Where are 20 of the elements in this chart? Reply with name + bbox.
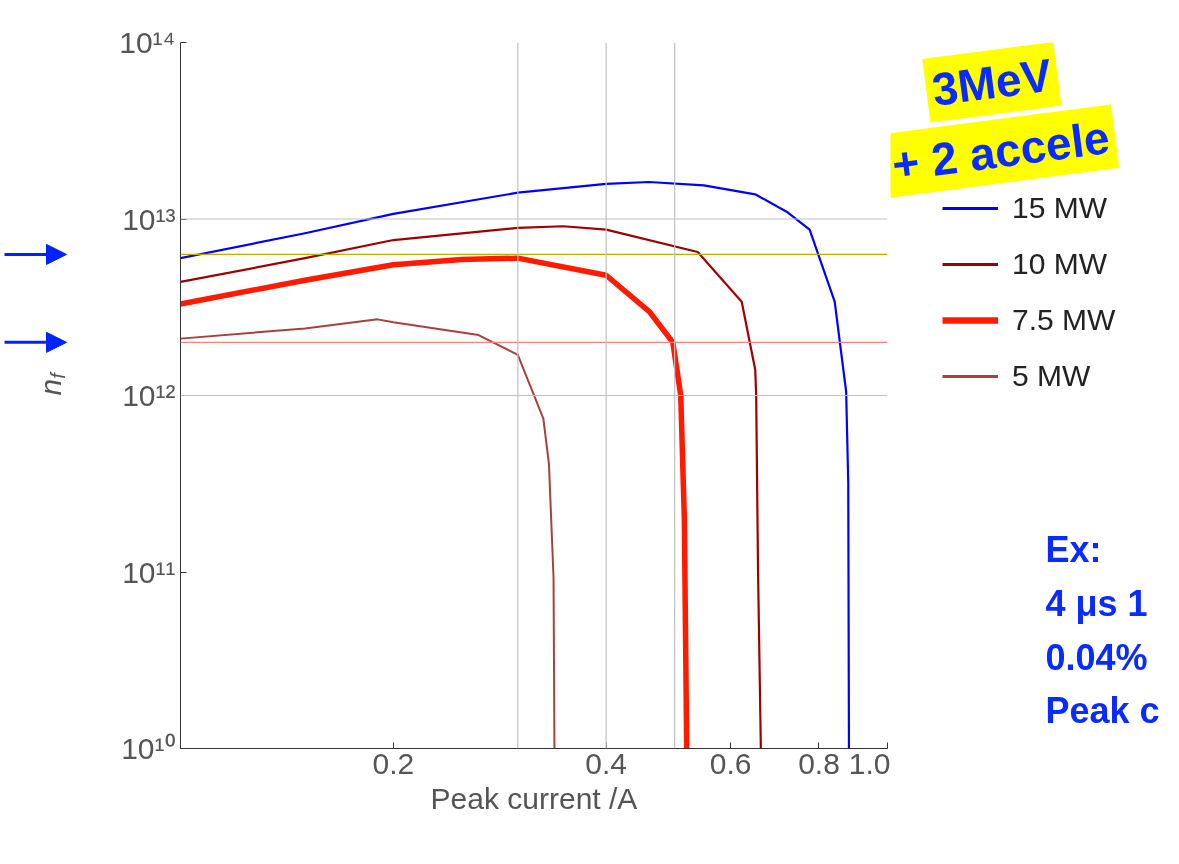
legend-label: 5 MW xyxy=(1012,359,1091,393)
x-tick-label: 0.4 xyxy=(585,746,628,780)
y-axis-title: nf xyxy=(34,370,69,396)
legend-label: 10 MW xyxy=(1012,247,1108,281)
y-tick-label: 10¹² xyxy=(122,379,176,412)
y-tick-label: 10¹⁴ xyxy=(119,26,176,59)
y-tick-label: 10¹⁰ xyxy=(121,732,176,765)
x-tick-label: 0.2 xyxy=(372,746,415,780)
text: Peak c xyxy=(1045,689,1160,731)
y-tick-label: 10¹¹ xyxy=(122,555,176,589)
y-tick-label: 10¹³ xyxy=(122,202,176,236)
text: 0.04% xyxy=(1045,637,1148,679)
legend-label: 7.5 MW xyxy=(1012,303,1116,337)
x-axis-title: Peak current /A xyxy=(430,781,638,815)
x-tick-label: 0.6 xyxy=(709,746,752,780)
x-tick-label: 0.8 xyxy=(798,746,840,780)
x-tick-label: 1.0 xyxy=(848,746,891,780)
text: 4 μs 1 xyxy=(1045,583,1148,625)
text: Ex: xyxy=(1045,528,1102,570)
legend-label: 15 MW xyxy=(1012,191,1108,225)
